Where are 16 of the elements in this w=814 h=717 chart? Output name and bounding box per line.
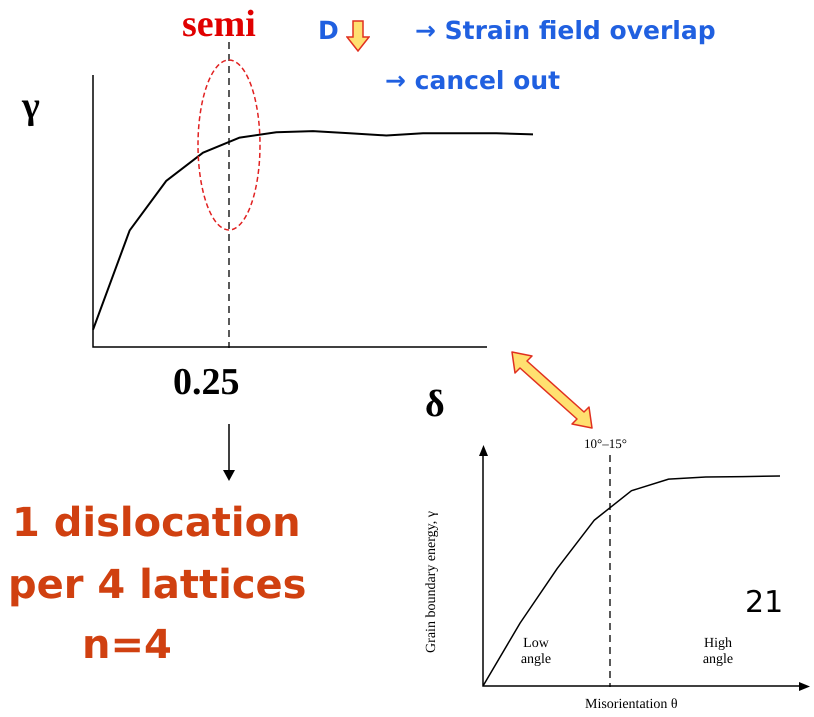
text: → Strain field overlap xyxy=(415,16,716,45)
annotation: Low angle xyxy=(520,636,552,668)
text: n=4 xyxy=(82,622,172,668)
x-axis-title: δ xyxy=(425,382,445,426)
annotation: High angle xyxy=(702,636,734,668)
text: 1 dislocation xyxy=(12,500,301,546)
text: semi xyxy=(182,2,256,46)
y-axis-title: Grain boundary energy, γ xyxy=(424,510,440,655)
y-axis-title: γ xyxy=(22,84,40,128)
text: 10°–15° xyxy=(584,436,627,452)
x-axis-title: Misorientation θ xyxy=(585,697,678,713)
text: per 4 lattices xyxy=(8,562,306,608)
text: 0.25 xyxy=(173,360,240,404)
annotation: 21 xyxy=(745,585,784,620)
text: D xyxy=(318,16,339,45)
text: → cancel out xyxy=(385,66,560,95)
